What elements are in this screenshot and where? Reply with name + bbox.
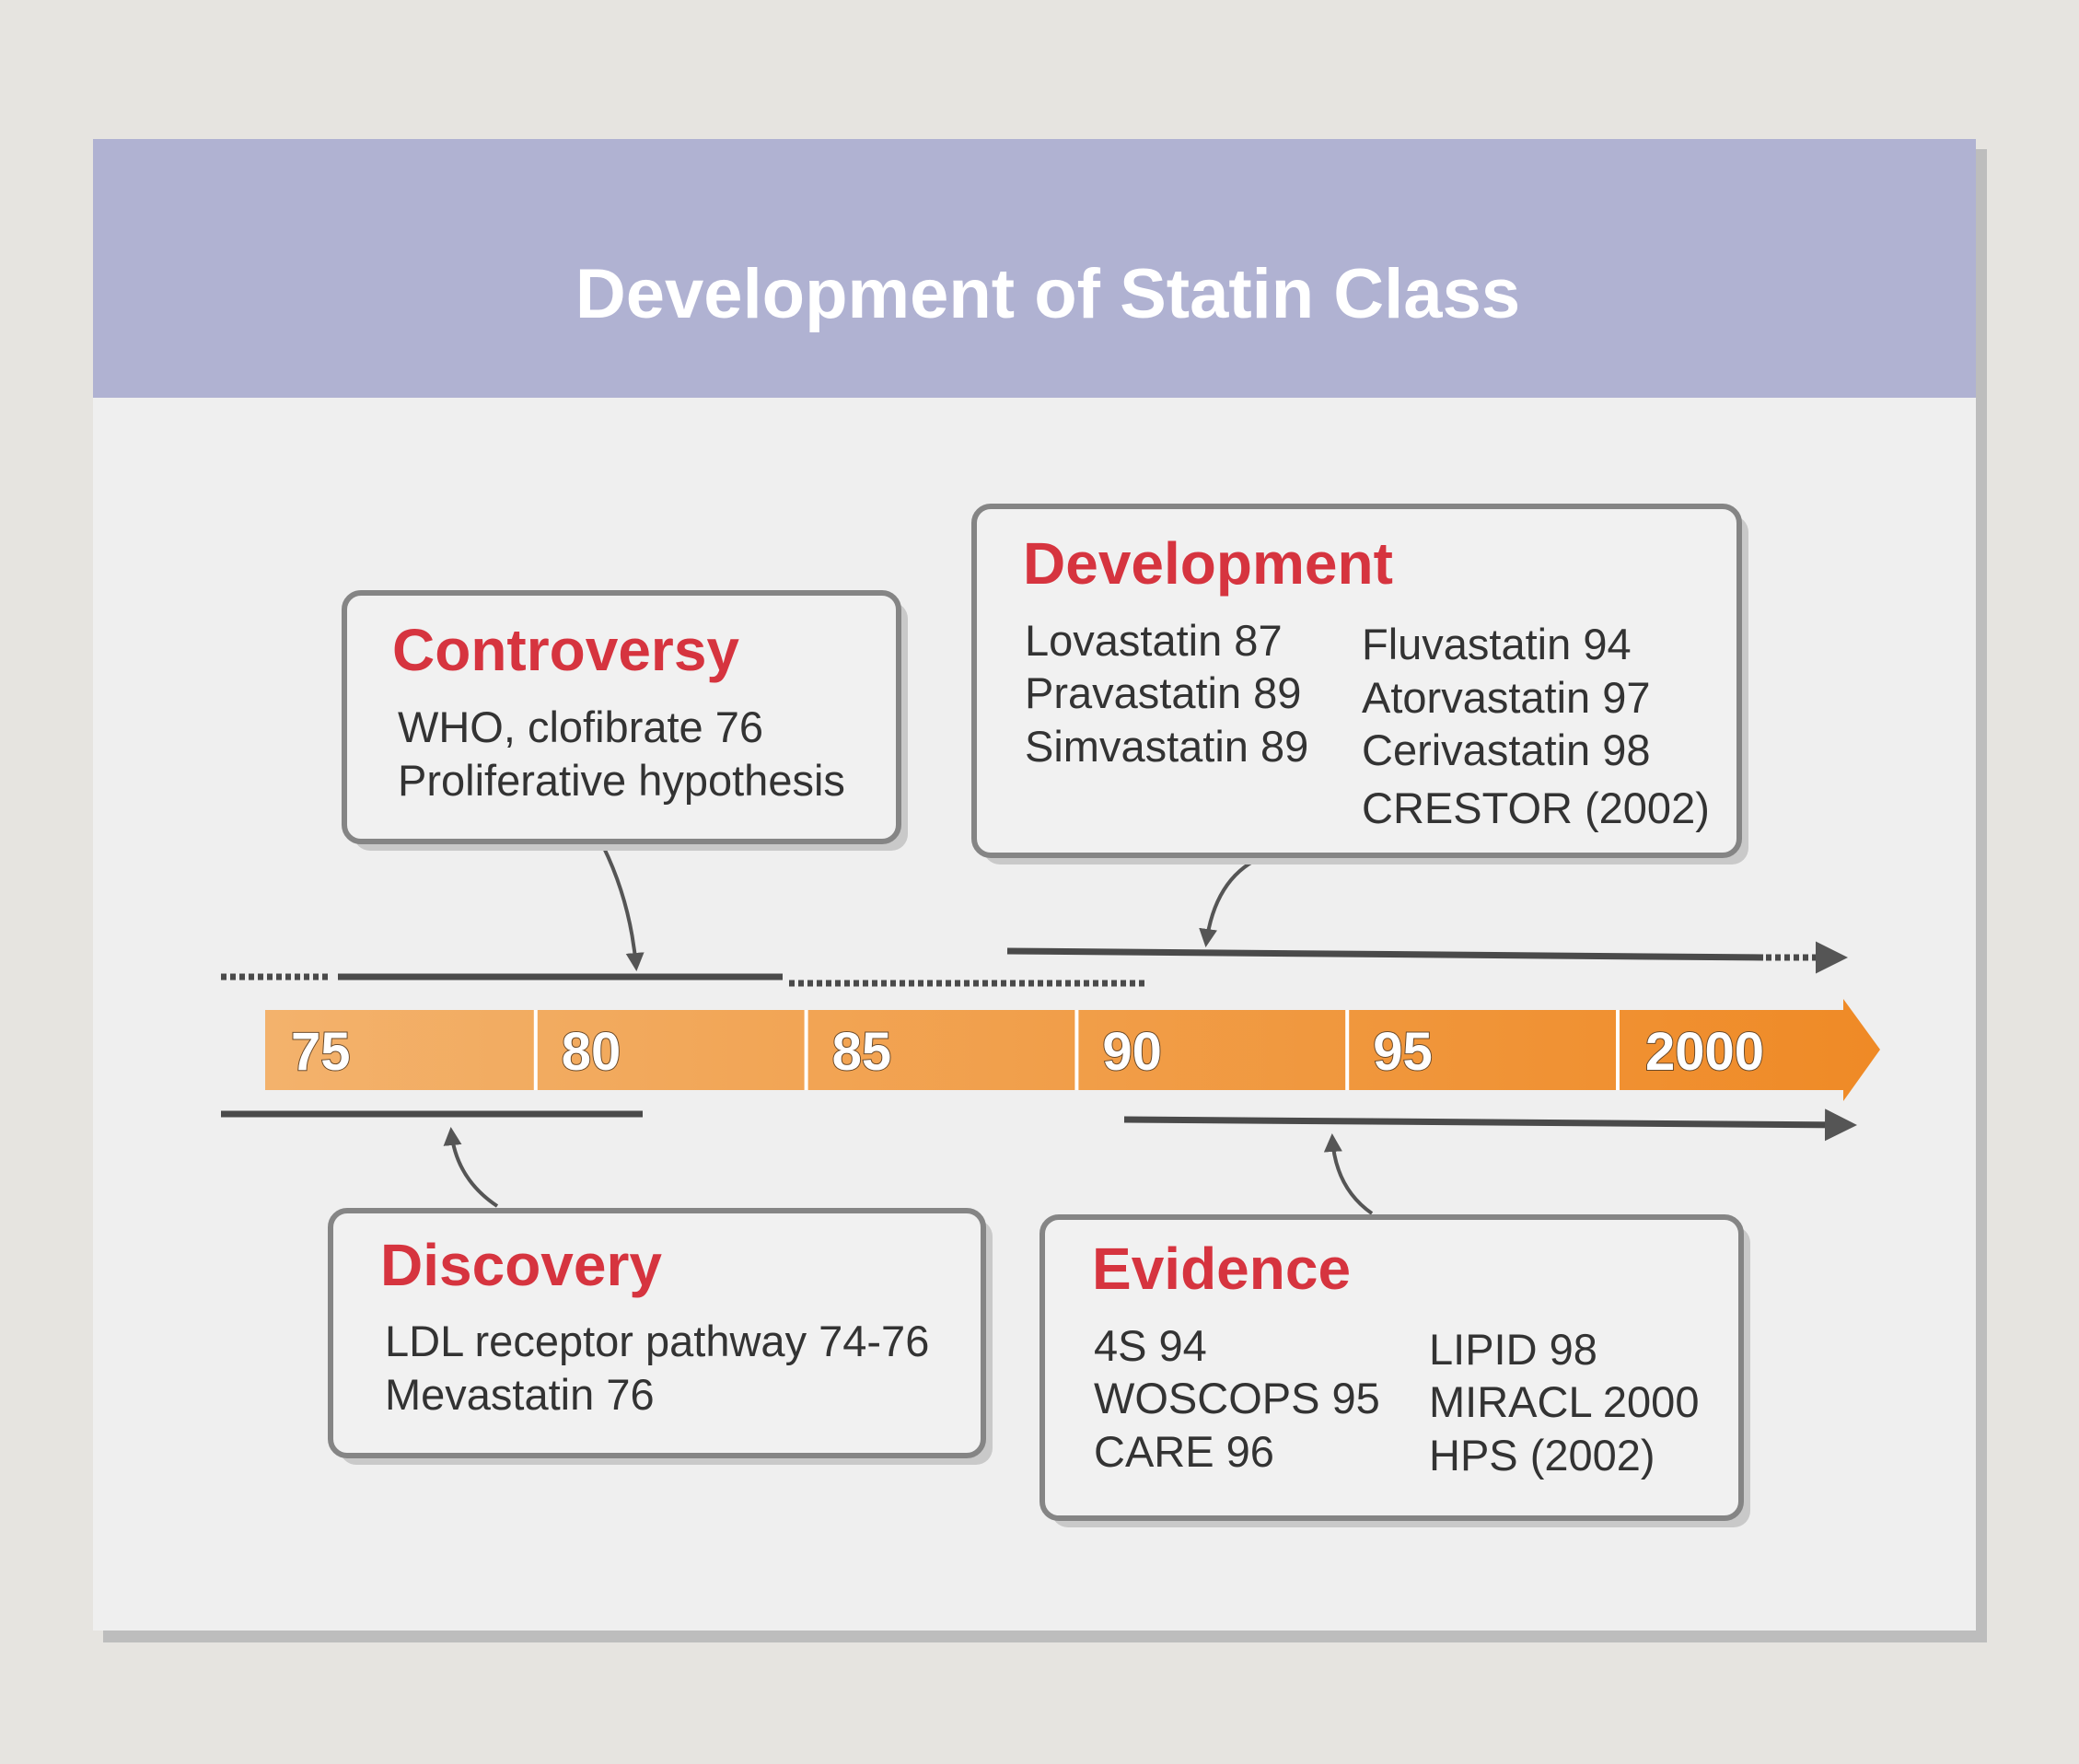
box-title: Evidence [1092, 1236, 1351, 1302]
year-label: 2000 [1645, 1022, 1764, 1082]
discovery-box [328, 1208, 986, 1458]
box-text: LDL receptor pathway 74-76 [385, 1317, 929, 1365]
year-label: 75 [291, 1022, 351, 1082]
title: Development of Statin Class [575, 255, 1520, 333]
box-text: WHO, clofibrate 76 [398, 702, 763, 751]
period-line [1006, 947, 1764, 961]
header-band [93, 139, 1976, 398]
box-text: 4S 94 [1094, 1321, 1207, 1370]
box-text: CARE 96 [1094, 1427, 1274, 1476]
box-text: Simvastatin 89 [1025, 722, 1308, 771]
timeline-bar [265, 999, 1880, 1101]
box-text: Mevastatin 76 [385, 1370, 655, 1419]
box-text: MIRACL 2000 [1429, 1377, 1699, 1426]
evidence-box [1040, 1214, 1744, 1521]
arrow [1323, 1133, 1374, 1215]
box-text: Pravastatin 89 [1025, 668, 1301, 717]
box-text: Atorvastatin 97 [1362, 673, 1651, 722]
box-title: Discovery [380, 1232, 662, 1298]
box-text: Lovastatin 87 [1025, 616, 1283, 665]
development-box [971, 504, 1742, 858]
box-text: LIPID 98 [1429, 1325, 1597, 1374]
controversy-box [342, 590, 901, 844]
year-label: 80 [562, 1022, 621, 1082]
box-title: Controversy [392, 617, 739, 683]
dividers [533, 1010, 1620, 1090]
box-text: HPS (2002) [1429, 1431, 1655, 1480]
arrow [601, 845, 645, 971]
timeline-labels: 75 80 85 90 95 2000 [290, 1021, 1765, 1083]
year-label: 85 [832, 1022, 892, 1082]
year-label: 90 [1102, 1022, 1162, 1082]
period-arrow [1123, 1108, 1857, 1142]
arrow [443, 1127, 499, 1208]
box-text: CRESTOR (2002) [1362, 783, 1710, 832]
box-text: WOSCOPS 95 [1094, 1374, 1380, 1422]
box-text: Fluvastatin 94 [1362, 620, 1632, 668]
year-label: 95 [1373, 1022, 1433, 1082]
box-title: Development [1023, 530, 1393, 597]
box-text: Proliferative hypothesis [398, 756, 845, 805]
box-text: Cerivastatin 98 [1362, 725, 1651, 774]
